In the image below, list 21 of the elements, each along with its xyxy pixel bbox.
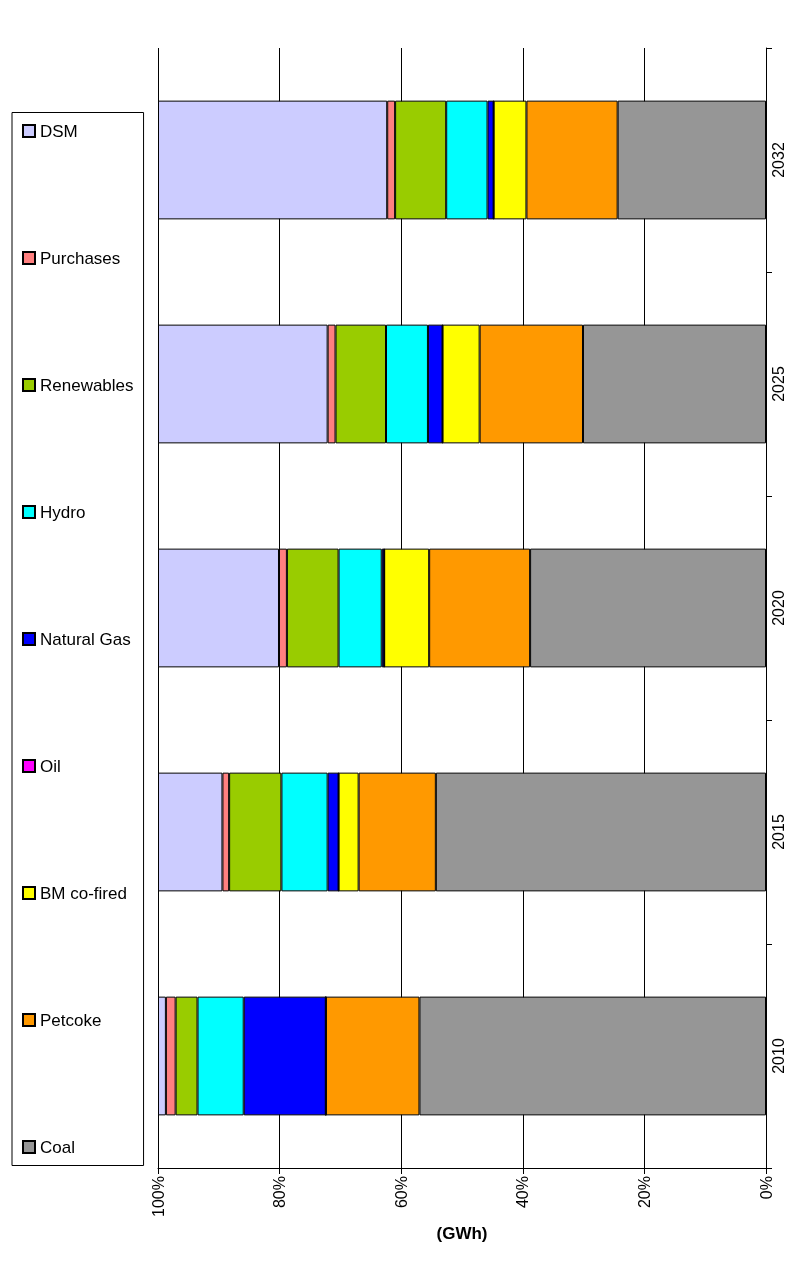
legend-label: Coal [40, 1137, 75, 1157]
x-tick-label: 60% [392, 1176, 410, 1209]
legend-label: Natural Gas [40, 629, 131, 649]
y-tick-label: 2010 [769, 1038, 787, 1074]
x-axis-title: (GWh) [436, 1223, 488, 1243]
x-tick-label: 80% [271, 1176, 289, 1209]
legend-label: DSM [40, 121, 78, 141]
legend-label: Hydro [40, 502, 86, 522]
x-tick-label: 40% [514, 1176, 532, 1209]
x-tick-label: 0% [757, 1176, 775, 1200]
legend-label: Purchases [40, 248, 121, 268]
y-tick-label: 2025 [769, 366, 787, 402]
x-tick-label: 100% [149, 1176, 167, 1217]
legend-label: Petcoke [40, 1010, 102, 1030]
x-tick-label: 20% [635, 1176, 653, 1209]
y-tick-label: 2032 [769, 142, 787, 178]
y-tick-label: 2015 [769, 814, 787, 850]
y-tick-label: 2020 [769, 590, 787, 626]
legend-label: Oil [40, 756, 61, 776]
legend-label: Renewables [40, 375, 134, 395]
legend-label: BM co-fired [40, 883, 127, 903]
